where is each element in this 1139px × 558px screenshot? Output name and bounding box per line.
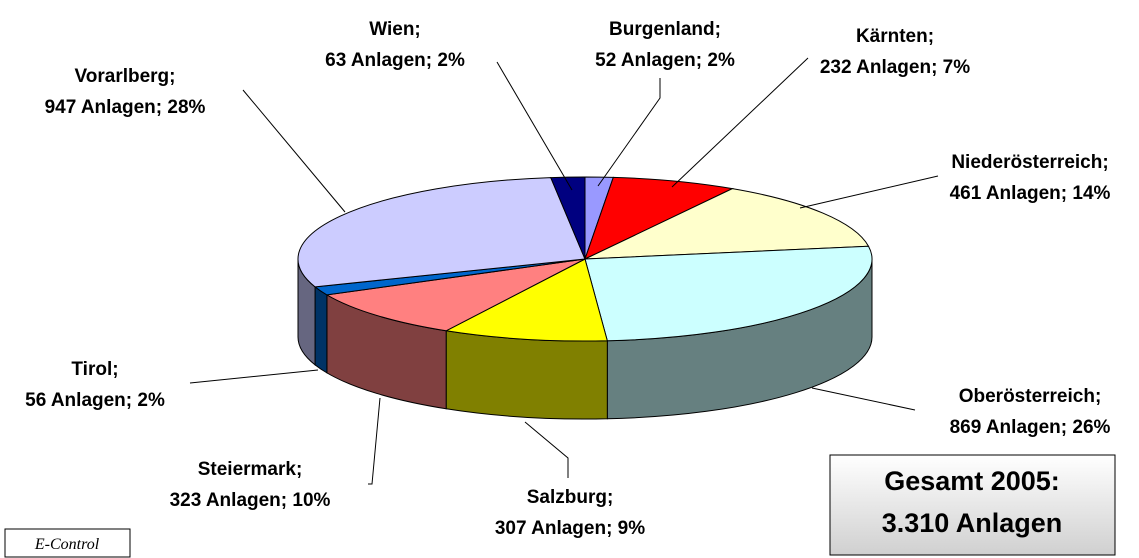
slice-label-name: Steiermark; — [198, 459, 303, 480]
slice-label-name: Salzburg; — [527, 487, 614, 508]
leader-line — [799, 175, 939, 209]
slice — [584, 245, 873, 342]
leader-line — [496, 61, 573, 191]
labels: Burgenland; 52 Anlagen; 2% Kärnten; 232 Anl… — [25, 19, 1110, 539]
slice-label-name: Tirol; — [71, 359, 118, 380]
source: E-Control — [34, 536, 100, 553]
slice-side — [314, 285, 328, 374]
slice-label-name: Wien; — [369, 19, 421, 40]
slice — [550, 176, 586, 260]
slice-label-value: 56 Anlagen; 2% — [25, 390, 165, 411]
slice — [297, 177, 586, 288]
slice-label-value: 323 Anlagen; 10% — [170, 490, 331, 511]
slice-label-value: 461 Anlagen; 14% — [950, 183, 1111, 204]
slice-label-name: Kärnten; — [856, 26, 934, 47]
leader-line — [368, 397, 381, 485]
slice-label-name: Niederösterreich; — [951, 152, 1108, 173]
slice-label-name: Vorarlberg; — [74, 66, 175, 87]
slice-side — [445, 330, 608, 420]
slice — [584, 188, 870, 260]
total-box — [829, 454, 1116, 556]
leader-line — [671, 57, 809, 188]
total-line-2: 3.310 Anlagen — [882, 508, 1063, 538]
slice-label-value: 232 Anlagen; 7% — [820, 57, 970, 78]
slice — [325, 258, 586, 332]
slice — [444, 258, 608, 342]
slice-label-value: 63 Anlagen; 2% — [325, 50, 465, 71]
slice-label-value: 307 Anlagen; 9% — [495, 518, 645, 539]
slice-label-name: Oberösterreich; — [959, 386, 1102, 407]
slice-label-name: Burgenland; — [609, 19, 721, 40]
leader-line — [811, 387, 916, 411]
leader-line — [524, 421, 569, 478]
pie — [297, 176, 873, 420]
slice-label-value: 52 Anlagen; 2% — [595, 50, 735, 71]
slice-label-value: 869 Anlagen; 26% — [950, 417, 1111, 438]
leader-line — [189, 369, 319, 384]
source-box — [4, 528, 131, 558]
slice — [584, 176, 734, 260]
leader-line — [242, 89, 346, 213]
leader-line — [597, 78, 661, 187]
total-line-1: Gesamt 2005: — [884, 466, 1060, 496]
slice-label-value: 947 Anlagen; 28% — [45, 97, 206, 118]
